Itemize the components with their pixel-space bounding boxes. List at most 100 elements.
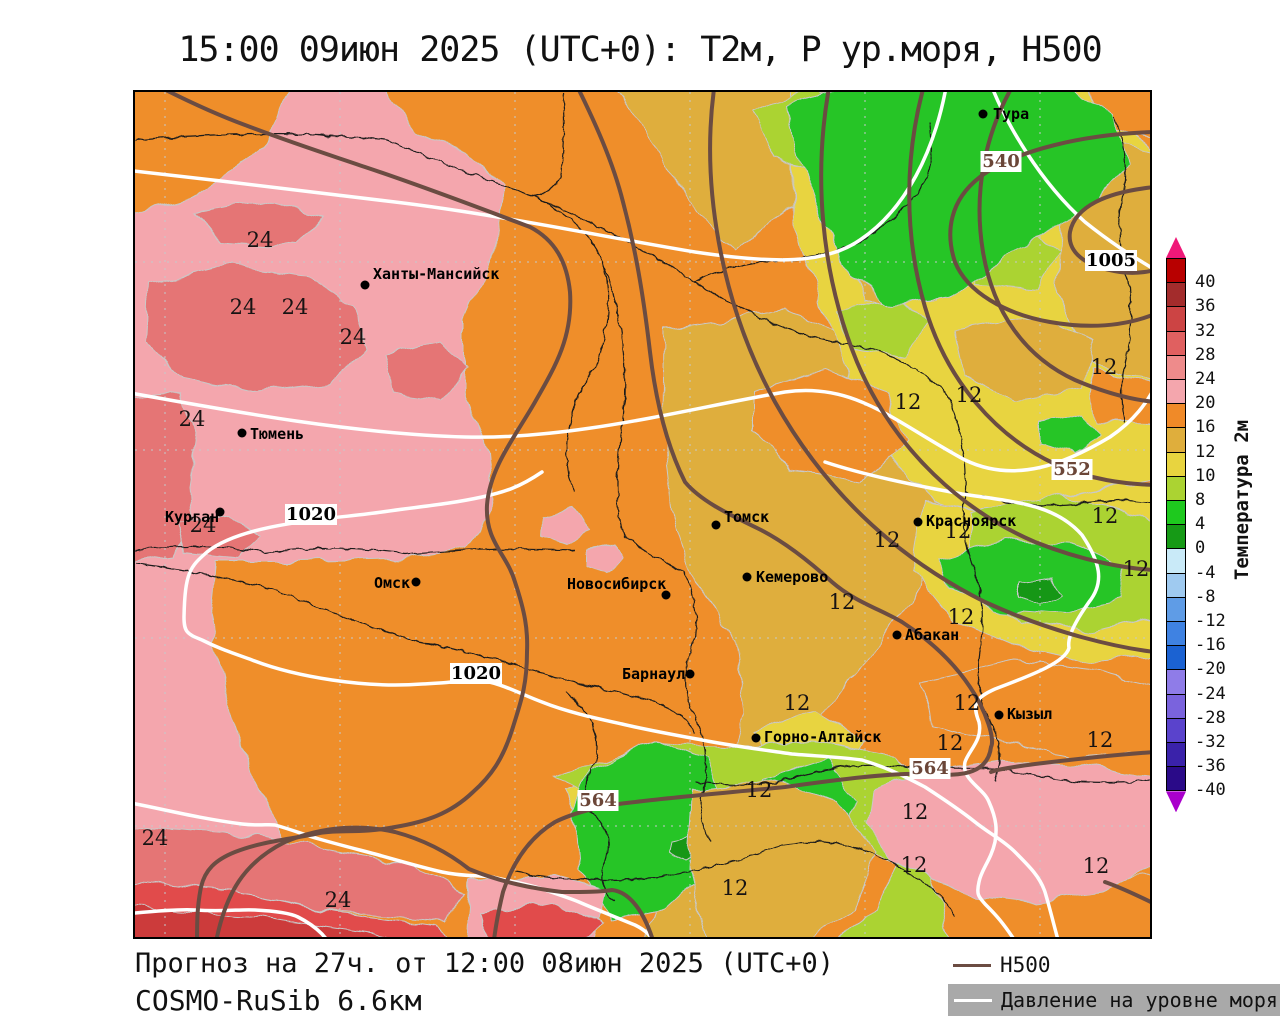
- scale-arrow-up: [1166, 237, 1186, 258]
- city-dot: [237, 428, 247, 438]
- scale-cell: [1166, 572, 1186, 598]
- contour-label-temp: 24: [325, 888, 352, 912]
- scale-cell: [1166, 330, 1186, 356]
- contour-label-pressure-box: [1085, 250, 1137, 271]
- city-dot: [711, 520, 721, 530]
- contour-label-temp: 12: [937, 731, 964, 755]
- contour-label-temp: 12: [895, 390, 922, 414]
- contour-label-temp: 12: [1091, 355, 1118, 379]
- contour-label-pressure: 1020: [451, 663, 501, 684]
- scale-tick-label: -12: [1195, 611, 1226, 631]
- scale-tick-label: 4: [1195, 514, 1206, 535]
- contour-label-temp: 24: [142, 826, 169, 850]
- city-dot: [892, 630, 902, 640]
- city-dot: [685, 669, 695, 679]
- contour-label-temp: 12: [956, 383, 983, 407]
- contour-label-h500-box: [980, 151, 1022, 172]
- city-label: Тюмень: [250, 425, 304, 443]
- scale-tick-label: -40: [1195, 780, 1226, 801]
- contour-label-temp: 12: [874, 528, 901, 552]
- contour-label-h500: 564: [579, 790, 617, 811]
- city-dot: [913, 517, 923, 527]
- contour-label-h500: 564: [911, 758, 949, 779]
- scale-cell: [1166, 306, 1186, 332]
- scale-tick-label: 8: [1195, 490, 1206, 510]
- scale-tick-label: 20: [1195, 393, 1216, 414]
- contour-label-temp: 12: [901, 853, 928, 877]
- city-label: Горно-Алтайск: [764, 728, 881, 746]
- scale-tick-label: 32: [1195, 320, 1216, 341]
- scale-cell: [1166, 766, 1186, 792]
- scale-tick-label: 12: [1195, 441, 1216, 462]
- contour-label-temp: 24: [230, 295, 257, 319]
- legend-h500: H500: [953, 953, 1051, 977]
- city-label: Барнаул: [622, 665, 685, 683]
- scale-cell: [1166, 475, 1186, 501]
- scale-tick-label: 28: [1195, 344, 1216, 365]
- scale-cell: [1166, 669, 1186, 695]
- contour-label-temp: 12: [948, 605, 975, 629]
- scale-cell: [1166, 621, 1186, 647]
- scale-tick-label: 10: [1195, 465, 1216, 486]
- contour-label-temp: 12: [902, 800, 929, 824]
- scale-tick-label: -28: [1195, 707, 1226, 728]
- scale-cell: [1166, 500, 1186, 526]
- contour-label-h500: 540: [982, 151, 1020, 172]
- contour-label-pressure-box: [450, 663, 502, 684]
- scale-tick-label: -20: [1195, 659, 1226, 680]
- contour-label-temp: 12: [1083, 854, 1110, 878]
- city-dot: [978, 109, 988, 119]
- contour-label-h500: 552: [1053, 459, 1091, 480]
- forecast-info-line: Прогноз на 27ч. от 12:00 08июн 2025 (UTC…: [135, 948, 834, 979]
- city-dot: [994, 710, 1004, 720]
- contour-label-temp: 24: [247, 228, 274, 252]
- contour-label-temp: 24: [179, 407, 206, 431]
- scale-cell: [1166, 258, 1186, 284]
- scale-tick-label: -8: [1195, 586, 1216, 607]
- h500-contours: [165, 92, 1150, 937]
- weather-map: 24 24 24 24 24 24 24 24 12 12 12 12 12 12 12 12 12 12 12 12…: [133, 90, 1152, 939]
- scale-cell: [1166, 282, 1186, 308]
- scale-tick-label: -32: [1195, 732, 1226, 752]
- h500-line-sample: [953, 963, 991, 967]
- contour-label-h500-box: [909, 758, 951, 779]
- city-dot: [742, 572, 752, 582]
- contour-label-pressure-box: [285, 504, 337, 525]
- scale-cell: [1166, 645, 1186, 671]
- contour-label-temp: 12: [1092, 504, 1119, 528]
- city-label: Курган: [165, 508, 219, 526]
- city-label: Новосибирск: [567, 575, 666, 593]
- scale-cell: [1166, 717, 1186, 743]
- scale-tick-label: -24: [1195, 683, 1226, 704]
- contour-label-temp: 24: [190, 513, 217, 537]
- temp-field-regions: [135, 92, 1150, 937]
- contour-label-h500-box: [577, 790, 619, 811]
- contour-label-temp: 24: [282, 295, 309, 319]
- city-label: Томск: [724, 508, 769, 526]
- scale-cell: [1166, 451, 1186, 477]
- scale-tick-label: -36: [1195, 756, 1226, 777]
- legend-pressure: Давление на уровне моря: [948, 984, 1280, 1016]
- temperature-scale: 40 36 32 28 24 20 16 12 10 8 4 0 -4 -8 -12 -16 -20 -24 -28…: [1166, 237, 1280, 813]
- city-dot: [411, 577, 421, 587]
- temperature-scale-title: Температура 2м: [1224, 370, 1260, 630]
- contour-label-temp: 12: [945, 519, 972, 543]
- contour-label-temp: 12: [784, 691, 811, 715]
- contour-label-temp: 12: [722, 876, 749, 900]
- pressure-legend-label: Давление на уровне моря: [1001, 988, 1278, 1012]
- scale-cell: [1166, 693, 1186, 719]
- scale-cell: [1166, 354, 1186, 380]
- scale-tick-label: 16: [1195, 417, 1216, 438]
- city-label: Тура: [993, 105, 1029, 123]
- contour-label-temp: 12: [829, 590, 856, 614]
- contour-label-temp: 12: [1123, 557, 1150, 581]
- city-label: Кызыл: [1007, 705, 1052, 723]
- scale-cell: [1166, 742, 1186, 768]
- contour-label-temp: 12: [954, 691, 981, 715]
- map-canvas: 24 24 24 24 24 24 24 24 12 12 12 12 12 12 12 12 12 12 12 12…: [135, 92, 1150, 937]
- h500-legend-label: H500: [1000, 953, 1051, 977]
- contour-label-h500-box: [1051, 459, 1093, 480]
- city-dot: [360, 280, 370, 290]
- city-dot: [215, 507, 225, 517]
